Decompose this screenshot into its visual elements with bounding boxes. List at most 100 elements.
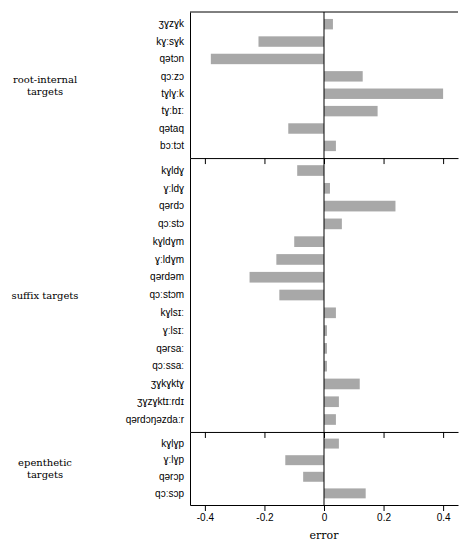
- bar: [324, 201, 395, 212]
- panel: ʒɣzɣk kɣːsɣk qətɔn qɔːzɔ tɣlɣːk tɣːbɪː qətaq bɔ…: [13, 12, 459, 164]
- x-tick: [443, 432, 444, 438]
- y-tick: qətɔn: [160, 53, 184, 64]
- x-tick-label: -0.2: [256, 512, 274, 523]
- y-tick-label: qətɔn: [160, 53, 184, 64]
- bar: [324, 414, 336, 425]
- y-tick-label: qɔːstɔ: [158, 218, 184, 229]
- x-tick-mark: [264, 505, 265, 511]
- bars: [250, 165, 396, 425]
- group-label: suffix targets: [12, 290, 79, 301]
- y-tick: ʒɣzɣk: [159, 18, 185, 29]
- group-label-line: suffix targets: [12, 290, 79, 301]
- y-tick-label: qərdəm: [150, 271, 184, 282]
- y-axis: kɣldɣ ɣːldɣ qərdɔ qɔːstɔ kɣldɣm ɣːldɣm qərdəm q…: [126, 159, 191, 433]
- bar: [324, 396, 339, 407]
- y-tick-label: qərdɔ: [159, 200, 184, 211]
- bar: [324, 439, 339, 449]
- x-tick-mark: [264, 158, 265, 164]
- y-tick-label: qɔːstɔm: [150, 289, 184, 300]
- y-axis-line: [190, 159, 191, 433]
- x-tick-mark: [324, 505, 325, 511]
- y-tick: qətaq: [159, 123, 184, 134]
- y-axis-line: [190, 13, 191, 159]
- bar: [324, 307, 336, 318]
- y-tick-label: ɣːldɣm: [155, 254, 184, 265]
- y-tick: ʒɣkɣktɣ: [151, 378, 184, 389]
- y-axis-line: [190, 432, 191, 505]
- y-tick: ɣːldɣ: [163, 183, 184, 194]
- y-tick-label: qərdɔŋəzdaːr: [126, 414, 185, 425]
- x-tick: [205, 158, 206, 164]
- bar: [324, 19, 333, 29]
- y-tick: qərsaː: [156, 343, 184, 354]
- y-tick: bɔːtɔt: [160, 140, 184, 151]
- bar: [324, 141, 336, 151]
- y-tick-label: ɣːlsɪː: [163, 325, 184, 336]
- x-tick: 0: [322, 505, 328, 523]
- x-tick-label: 0.4: [437, 512, 451, 523]
- bar: [324, 219, 342, 230]
- x-tick: -0.2: [256, 505, 274, 523]
- x-tick: [384, 158, 385, 164]
- y-tick: ɣːlsɪː: [163, 325, 184, 336]
- y-tick: qərdəm: [150, 271, 184, 282]
- x-axis: -0.4-0.200.20.4: [191, 505, 459, 523]
- y-tick-label: tɣːbɪː: [162, 105, 184, 116]
- x-tick-mark: [384, 432, 385, 438]
- bar: [324, 379, 360, 390]
- y-tick-label: qətaq: [159, 123, 184, 134]
- bar: [324, 71, 363, 81]
- y-tick: qɔːzɔ: [161, 71, 184, 82]
- group-label-line: root-internal: [13, 74, 77, 85]
- y-tick-label: qɔːssaː: [152, 360, 184, 371]
- y-tick-label: kɣːsɣk: [156, 36, 185, 47]
- group-label-line: epenthetic: [18, 457, 72, 468]
- y-tick: kɣldɣ: [161, 165, 184, 176]
- x-tick-mark: [443, 432, 444, 438]
- x-tick-mark: [205, 158, 206, 164]
- y-tick: kɣlɣp: [161, 438, 184, 449]
- bar: [324, 106, 378, 116]
- bar: [279, 290, 324, 301]
- baseline: [324, 12, 325, 158]
- y-tick: kɣlsɪː: [160, 307, 184, 318]
- x-tick: -0.4: [197, 505, 215, 523]
- y-tick-label: ʒɣzɣktɪːrdɪ: [137, 396, 184, 407]
- bar: [303, 472, 324, 482]
- y-tick-label: kɣldɣ: [161, 165, 184, 176]
- y-tick: qɔːstɔ: [158, 218, 184, 229]
- x-tick-label: -0.4: [197, 512, 215, 523]
- bar: [288, 123, 324, 133]
- y-tick: qərɔp: [159, 471, 184, 482]
- bar: [258, 36, 324, 46]
- y-tick: tɣlɣːk: [161, 88, 185, 99]
- y-tick-label: kɣlɣp: [161, 438, 184, 449]
- x-tick-mark: [384, 158, 385, 164]
- bar: [324, 488, 366, 498]
- y-tick-label: ɣːlɣp: [163, 454, 184, 465]
- y-tick-label: bɔːtɔt: [160, 140, 184, 151]
- chart: ʒɣzɣk kɣːsɣk qətɔn qɔːzɔ tɣlɣːk tɣːbɪː qətaq bɔ…: [0, 0, 474, 549]
- y-tick-label: kɣlsɪː: [160, 307, 184, 318]
- group-label: root-internaltargets: [13, 74, 77, 97]
- y-tick-label: qɔːsɔp: [155, 488, 184, 499]
- bars: [285, 439, 365, 499]
- y-tick-label: qərsaː: [156, 343, 184, 354]
- x-tick-mark: [384, 505, 385, 511]
- x-tick-mark: [443, 158, 444, 164]
- y-tick: qərdɔŋəzdaːr: [126, 414, 185, 425]
- y-axis: ʒɣzɣk kɣːsɣk qətɔn qɔːzɔ tɣlɣːk tɣːbɪː qətaq bɔ…: [156, 13, 190, 159]
- y-axis: kɣlɣp ɣːlɣp qərɔp qɔːsɔp: [155, 432, 190, 505]
- panel: -0.4-0.200.20.4kɣlɣpɣːlɣpqərɔpqɔːsɔpepen…: [18, 432, 458, 542]
- y-tick: kɣːsɣk: [156, 36, 185, 47]
- y-tick-label: ɣːldɣ: [163, 183, 184, 194]
- bar: [250, 272, 324, 283]
- panel: kɣldɣ ɣːldɣ qərdɔ qɔːstɔ kɣldɣm ɣːldɣm qərdəm q…: [12, 158, 459, 438]
- bar: [211, 54, 324, 64]
- baseline: [324, 432, 325, 505]
- x-tick-label: 0: [322, 512, 328, 523]
- x-tick: [264, 158, 265, 164]
- bar: [324, 89, 443, 99]
- y-tick: ɣːldɣm: [155, 254, 184, 265]
- y-tick: kɣldɣm: [153, 236, 184, 247]
